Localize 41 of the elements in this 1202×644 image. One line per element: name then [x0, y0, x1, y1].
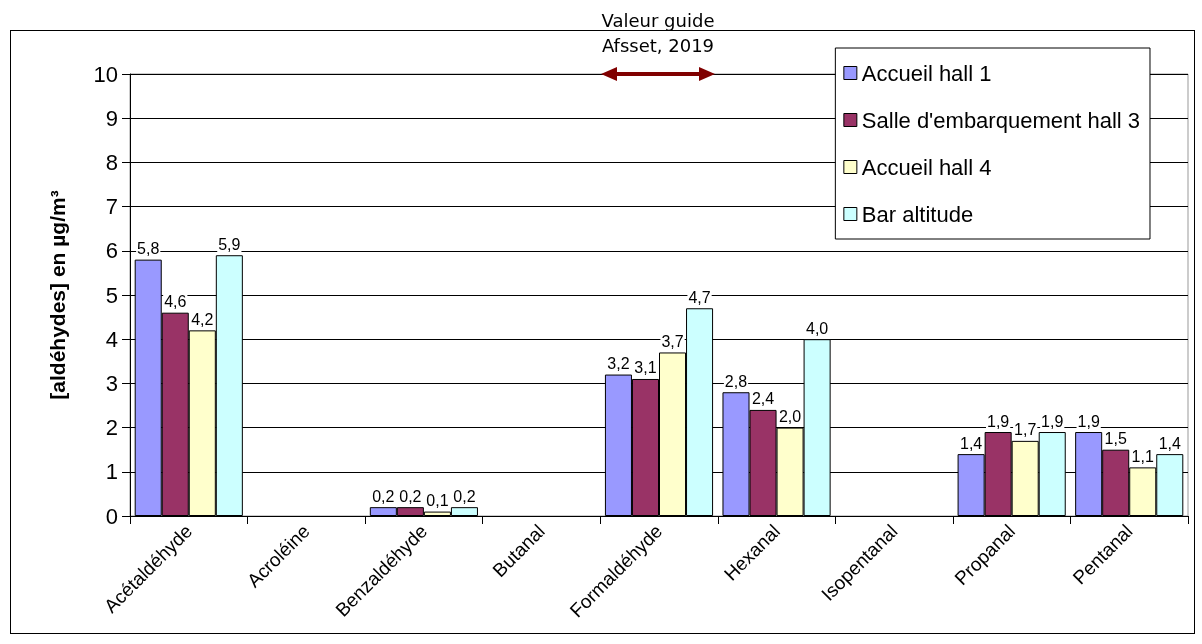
- y-tick-label: 10: [93, 61, 118, 87]
- y-tick-label: 4: [105, 326, 118, 352]
- data-label: 1,9: [987, 412, 1010, 430]
- data-label: 5,9: [218, 235, 241, 253]
- y-tick-label: 3: [105, 370, 118, 396]
- y-tick-label: 8: [105, 149, 118, 175]
- data-label: 1,1: [1131, 447, 1154, 465]
- data-label: 0,2: [372, 487, 395, 505]
- y-tick-label: 2: [105, 415, 118, 441]
- data-label: 5,8: [137, 240, 160, 258]
- y-tick-label: 6: [105, 238, 118, 264]
- data-label: 4,2: [191, 310, 214, 328]
- data-label: 1,4: [959, 434, 983, 452]
- data-label: 2,0: [778, 408, 802, 426]
- data-label: 4,6: [164, 293, 187, 311]
- data-label: 1,7: [1014, 421, 1037, 439]
- data-label: 3,7: [661, 332, 684, 350]
- data-label: 4,0: [805, 319, 829, 337]
- legend-label: Salle d'embarquement hall 3: [861, 107, 1141, 133]
- data-label: 3,1: [634, 359, 657, 377]
- legend-label: Bar altitude: [861, 201, 974, 227]
- legend-label: Accueil hall 4: [861, 154, 992, 180]
- data-label: 0,1: [426, 492, 449, 510]
- y-tick-label: 9: [105, 105, 118, 131]
- data-label: 1,9: [1041, 412, 1064, 430]
- data-label: 1,5: [1104, 430, 1127, 448]
- text: Valeur guide Afsset, 2019: [601, 10, 715, 56]
- data-label: 0,2: [453, 487, 476, 505]
- y-tick-label: 7: [105, 194, 118, 220]
- data-label: 4,7: [688, 288, 711, 306]
- data-label: 3,2: [607, 355, 630, 373]
- y-tick-label: 5: [105, 282, 118, 308]
- data-label: 0,2: [399, 487, 422, 505]
- y-axis-title: [aldéhydes] en µg/m³: [46, 190, 69, 400]
- legend-label: Accueil hall 1: [861, 60, 992, 86]
- data-label: 1,4: [1158, 434, 1181, 452]
- data-label: 2,8: [724, 372, 748, 390]
- y-tick-label: 0: [105, 503, 118, 529]
- data-label: 1,9: [1077, 412, 1100, 430]
- data-label: 2,4: [751, 390, 775, 408]
- y-tick-label: 1: [105, 459, 118, 485]
